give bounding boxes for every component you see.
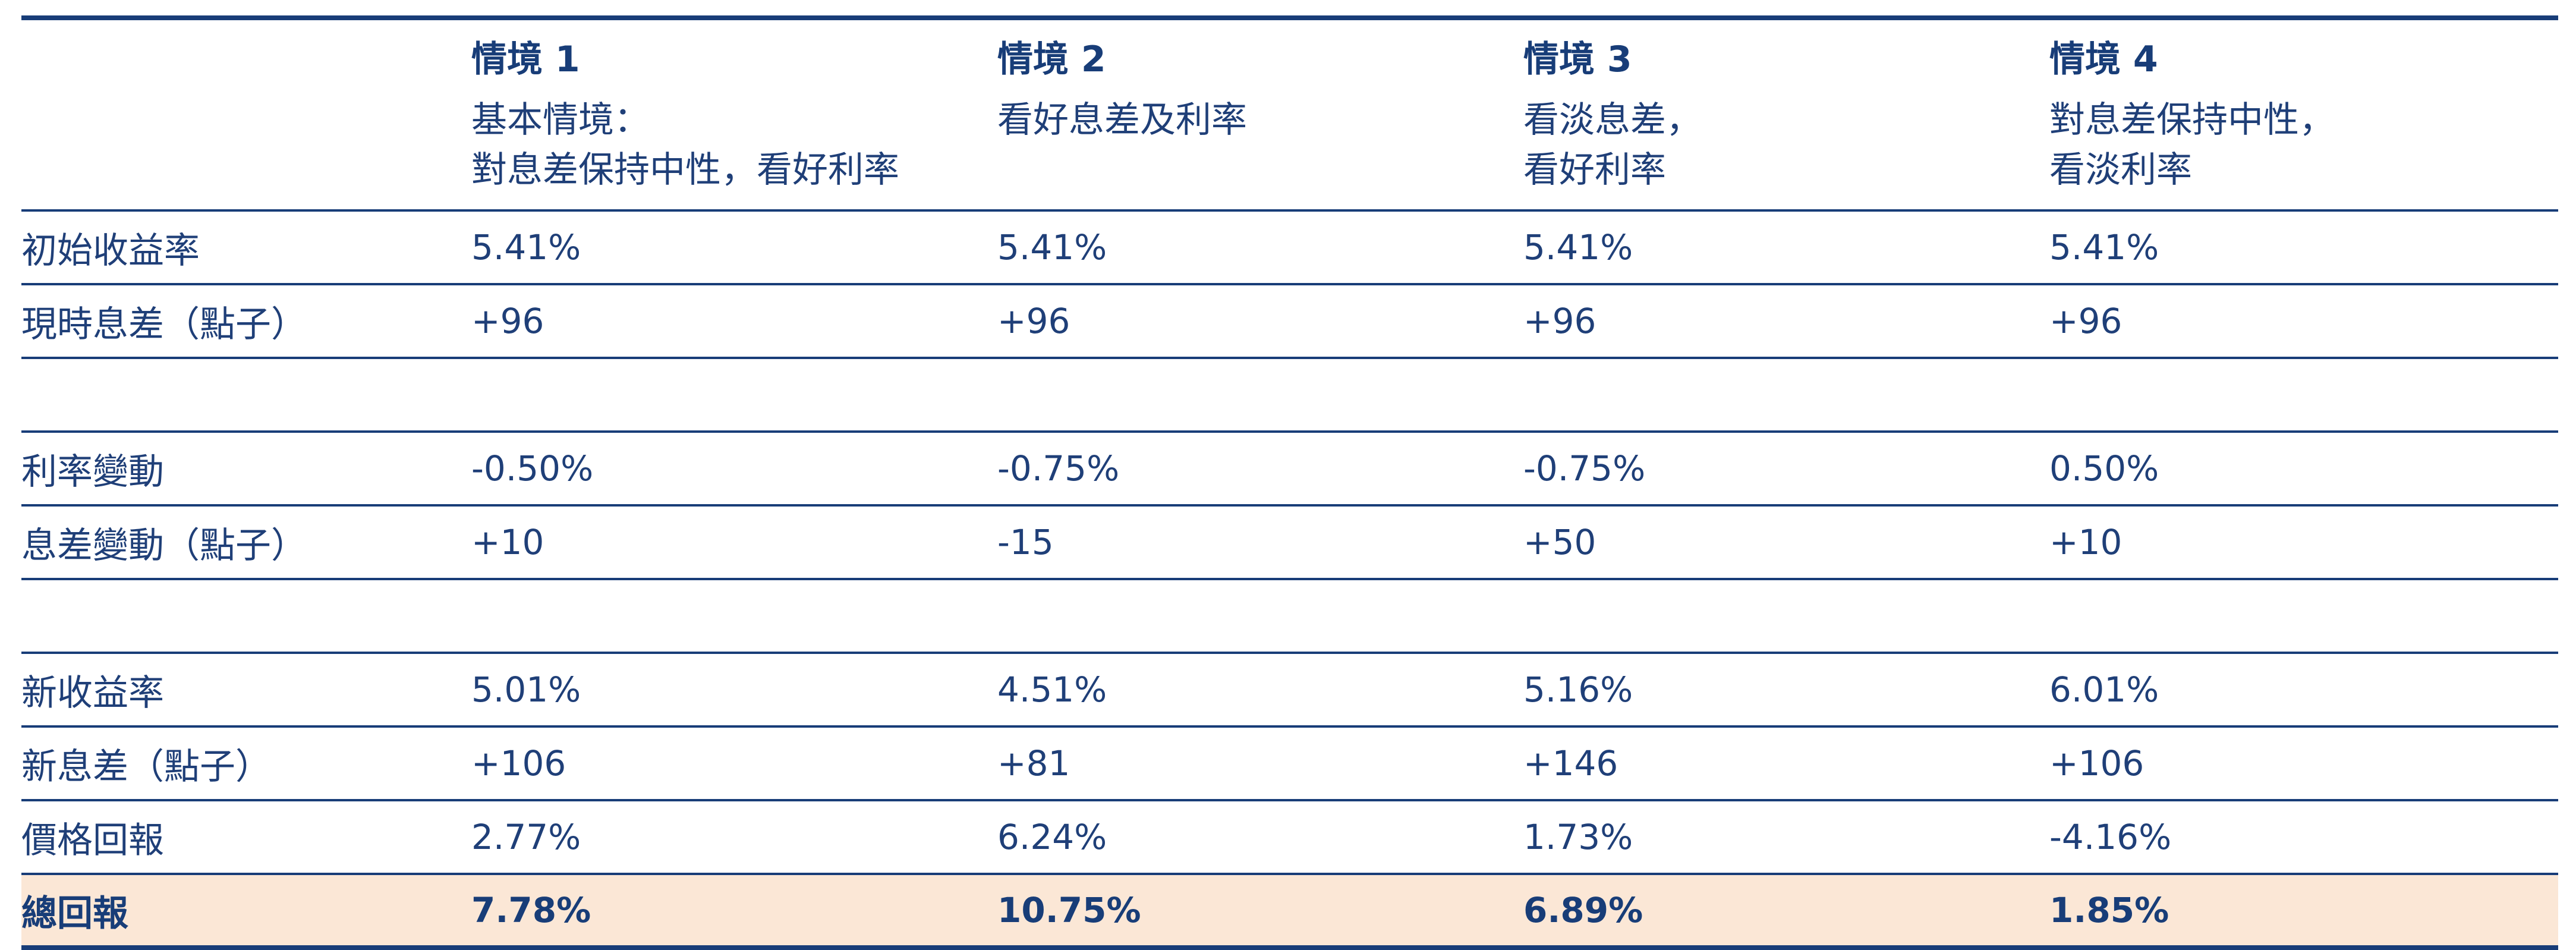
scenario-1-title: 情境 1 xyxy=(471,39,580,80)
table-row-price-return: 價格回報 2.77% 6.24% 1.73% -4.16% xyxy=(21,801,2558,873)
scenario-3-desc-line-2: 看好利率 xyxy=(1523,149,1666,191)
scenario-4-value: +106 xyxy=(2049,743,2144,784)
scenario-2-value: 6.24% xyxy=(997,817,1107,857)
scenario-4-value: 1.85% xyxy=(2049,890,2169,930)
scenario-3-value: 5.16% xyxy=(1523,669,1633,710)
table-row-current-spread: 現時息差（點子） +96 +96 +96 +96 xyxy=(21,285,2558,357)
scenario-3-value: 6.89% xyxy=(1523,890,1643,930)
table-row-rate-change: 利率變動 -0.50% -0.75% -0.75% 0.50% xyxy=(21,433,2558,504)
scenario-1-desc-line-1: 基本情境： xyxy=(471,99,650,141)
scenario-3-value: 1.73% xyxy=(1523,817,1633,857)
scenario-3-desc: 看淡息差， 看好利率 xyxy=(1523,95,2049,195)
scenario-1-header: 情境 1 基本情境： 對息差保持中性，看好利率 xyxy=(471,36,997,195)
scenario-4-header: 情境 4 對息差保持中性， 看淡利率 xyxy=(2049,36,2558,195)
scenario-1-desc-line-2: 對息差保持中性，看好利率 xyxy=(471,149,899,191)
row-label: 利率變動 xyxy=(21,451,164,493)
scenario-4-value: 6.01% xyxy=(2049,669,2159,710)
scenario-2-title: 情境 2 xyxy=(997,39,1106,80)
row-label: 初始收益率 xyxy=(21,229,200,272)
table-bottom-rule xyxy=(21,945,2558,950)
scenario-3-value: 5.41% xyxy=(1523,227,1633,268)
scenario-4-title: 情境 4 xyxy=(2049,39,2158,80)
row-label: 新收益率 xyxy=(21,672,164,714)
row-divider xyxy=(21,209,2558,212)
table-row-initial-yield: 初始收益率 5.41% 5.41% 5.41% 5.41% xyxy=(21,212,2558,283)
scenario-4-value: 0.50% xyxy=(2049,448,2159,489)
scenario-4-desc: 對息差保持中性， 看淡利率 xyxy=(2049,95,2558,195)
row-divider xyxy=(21,357,2558,359)
row-label: 總回報 xyxy=(21,892,128,935)
row-label: 現時息差（點子） xyxy=(21,303,307,345)
scenario-4-value: 5.41% xyxy=(2049,227,2159,268)
scenario-table: 情境 1 基本情境： 對息差保持中性，看好利率 情境 2 看好息差及利率 情境 … xyxy=(21,15,2558,950)
scenario-1-value: 5.41% xyxy=(471,227,581,268)
row-divider xyxy=(21,504,2558,507)
table-spacer-row xyxy=(21,580,2558,652)
scenario-3-desc-line-1: 看淡息差， xyxy=(1523,99,1702,141)
scenario-2-value: 10.75% xyxy=(997,890,1141,930)
table-row-total-return: 總回報 7.78% 10.75% 6.89% 1.85% xyxy=(21,875,2558,945)
row-label: 新息差（點子） xyxy=(21,745,271,788)
scenario-3-value: +146 xyxy=(1523,743,1618,784)
scenario-1-value: +10 xyxy=(471,522,544,562)
row-divider xyxy=(21,652,2558,654)
scenario-3-header: 情境 3 看淡息差， 看好利率 xyxy=(1523,36,2049,195)
scenario-4-desc-line-2: 看淡利率 xyxy=(2049,149,2192,191)
scenario-4-value: -4.16% xyxy=(2049,817,2172,857)
scenario-3-value: +96 xyxy=(1523,301,1596,341)
table-top-rule xyxy=(21,15,2558,20)
scenario-1-value: 2.77% xyxy=(471,817,581,857)
table-row-spread-change: 息差變動（點子） +10 -15 +50 +10 xyxy=(21,507,2558,578)
scenario-3-value: +50 xyxy=(1523,522,1596,562)
table-spacer-row xyxy=(21,359,2558,430)
scenario-2-value: -0.75% xyxy=(997,448,1120,489)
row-divider xyxy=(21,283,2558,285)
table-row-new-yield: 新收益率 5.01% 4.51% 5.16% 6.01% xyxy=(21,654,2558,725)
scenario-4-desc-line-1: 對息差保持中性， xyxy=(2049,99,2335,141)
scenario-1-value: -0.50% xyxy=(471,448,594,489)
scenario-1-value: +96 xyxy=(471,301,544,341)
row-divider xyxy=(21,725,2558,728)
scenario-1-desc: 基本情境： 對息差保持中性，看好利率 xyxy=(471,95,997,195)
row-label: 價格回報 xyxy=(21,819,164,861)
scenario-1-value: 5.01% xyxy=(471,669,581,710)
scenario-2-header: 情境 2 看好息差及利率 xyxy=(997,36,1523,145)
scenario-2-value: +96 xyxy=(997,301,1070,341)
row-divider xyxy=(21,799,2558,801)
scenario-2-desc: 看好息差及利率 xyxy=(997,95,1523,145)
scenario-4-value: +10 xyxy=(2049,522,2122,562)
scenario-2-value: -15 xyxy=(997,522,1054,562)
scenario-1-value: 7.78% xyxy=(471,890,591,930)
table-row-new-spread: 新息差（點子） +106 +81 +146 +106 xyxy=(21,728,2558,799)
scenario-2-desc-line-1: 看好息差及利率 xyxy=(997,99,1247,141)
scenario-3-value: -0.75% xyxy=(1523,448,1646,489)
row-divider xyxy=(21,873,2558,875)
row-divider xyxy=(21,430,2558,433)
scenario-1-value: +106 xyxy=(471,743,566,784)
scenario-4-value: +96 xyxy=(2049,301,2122,341)
scenario-2-value: +81 xyxy=(997,743,1070,784)
scenario-2-value: 5.41% xyxy=(997,227,1107,268)
row-divider xyxy=(21,578,2558,580)
row-label: 息差變動（點子） xyxy=(21,524,307,567)
scenario-3-title: 情境 3 xyxy=(1523,39,1632,80)
scenario-2-value: 4.51% xyxy=(997,669,1107,710)
table-header-row: 情境 1 基本情境： 對息差保持中性，看好利率 情境 2 看好息差及利率 情境 … xyxy=(21,20,2558,209)
